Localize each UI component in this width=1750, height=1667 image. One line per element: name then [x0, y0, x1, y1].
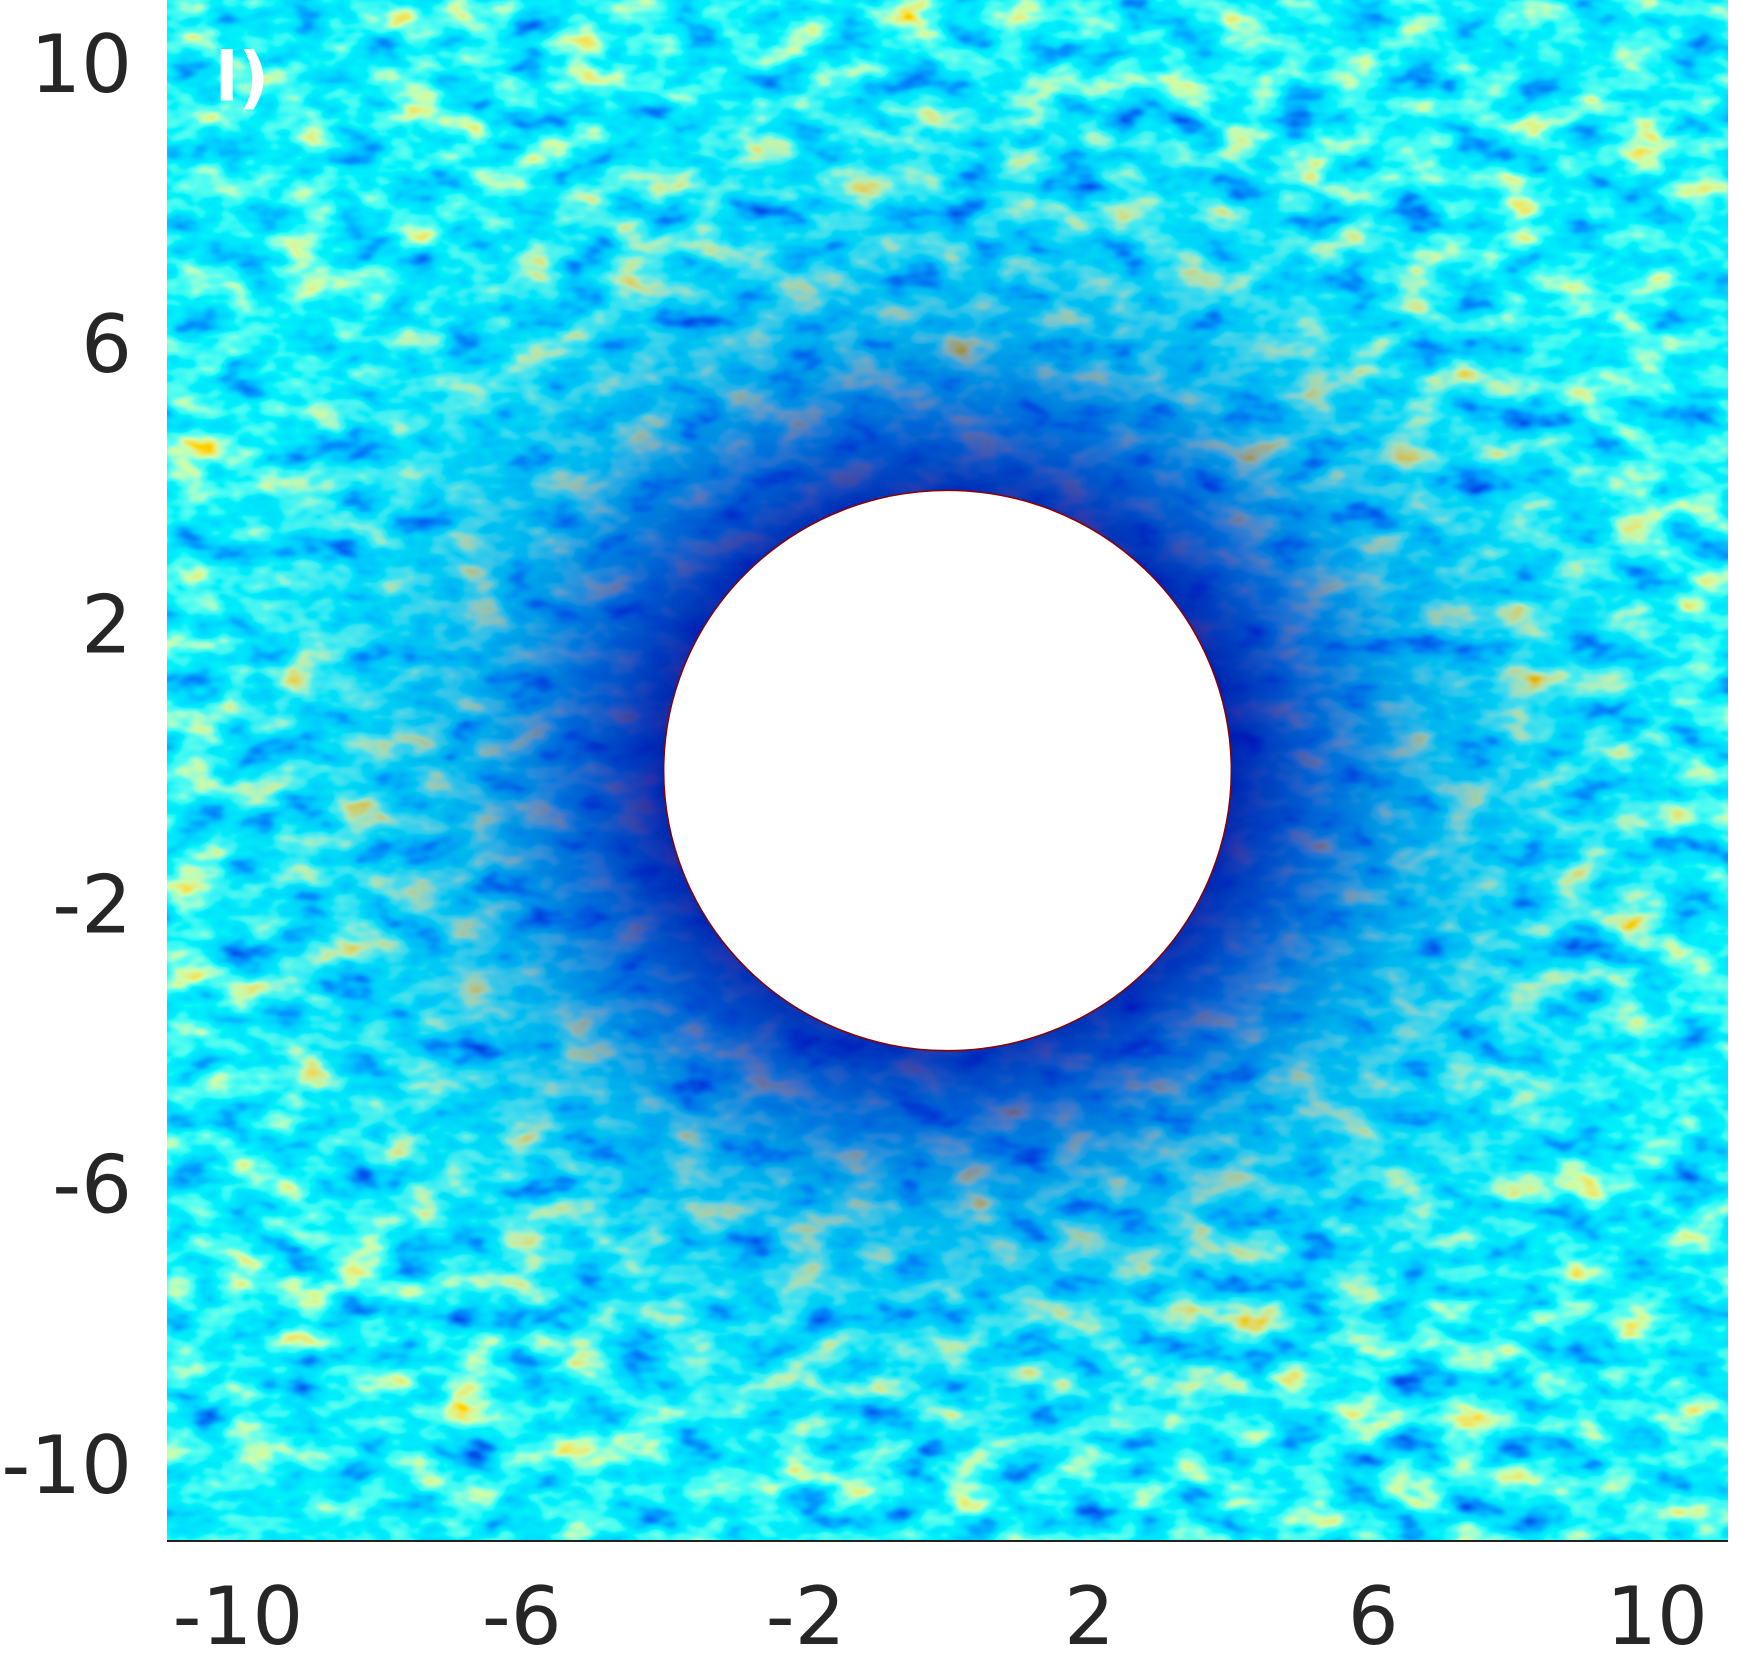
x-tick-label: -2 [766, 1570, 846, 1663]
y-tick-label: -10 [1, 1419, 132, 1512]
y-tick-label: 2 [81, 578, 132, 671]
y-tick-label: -2 [52, 859, 132, 952]
y-tick-label: 6 [81, 298, 132, 391]
inner-hole [662, 489, 1233, 1052]
x-tick-label: 10 [1606, 1570, 1708, 1663]
y-tick-label: 10 [30, 18, 132, 111]
y-tick-label: -6 [52, 1139, 132, 1232]
x-tick-label: 6 [1348, 1570, 1399, 1663]
marks [662, 489, 1233, 1052]
x-tick-label: 2 [1064, 1570, 1115, 1663]
x-tick-label: -6 [482, 1570, 562, 1663]
panel-label: l) [215, 39, 269, 118]
x-tick-label: -10 [173, 1570, 304, 1663]
